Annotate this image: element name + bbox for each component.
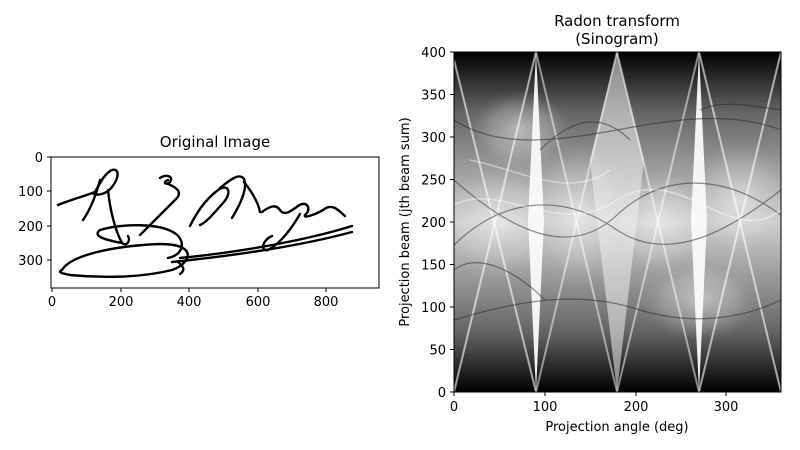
- right-x-tick-label: 0: [450, 400, 458, 415]
- right-y-tick-label: 150: [421, 259, 446, 274]
- right-x-tick-label: 200: [624, 400, 649, 415]
- right-title-line1: Radon transform: [554, 12, 680, 30]
- left-y-tick-label: 100: [18, 185, 43, 200]
- left-title: Original Image: [160, 133, 270, 151]
- right-y-tick-label: 50: [429, 344, 446, 359]
- left-y-tick-label: 300: [18, 254, 43, 269]
- right-y-tick-label: 250: [421, 174, 446, 189]
- right-x-ticks: [453, 392, 727, 396]
- left-x-tick-label: 200: [109, 295, 134, 310]
- signature-image: [56, 168, 354, 279]
- right-y-ticks: [450, 51, 454, 393]
- right-y-tick-label: 350: [421, 89, 446, 104]
- original-image-panel: Original Image: [18, 133, 380, 310]
- right-y-axis-label: Projection beam (jth beam sum): [398, 117, 413, 326]
- left-y-tick-label: 0: [35, 151, 43, 166]
- right-y-tick-label: 200: [421, 216, 446, 231]
- sinogram-heatmap: [454, 52, 781, 392]
- right-x-axis-label: Projection angle (deg): [545, 420, 688, 435]
- right-y-tick-label: 300: [421, 131, 446, 146]
- right-y-tick-label: 100: [421, 301, 446, 316]
- right-x-tick-label: 100: [533, 400, 558, 415]
- left-x-tick-label: 0: [48, 295, 56, 310]
- left-y-tick-label: 200: [18, 220, 43, 235]
- right-x-tick-label: 300: [714, 400, 739, 415]
- sinogram-panel: Radon transform (Sinogram): [398, 12, 782, 435]
- right-y-tick-label: 0: [438, 386, 446, 401]
- left-x-tick-label: 400: [177, 295, 202, 310]
- left-axes-frame: [50, 156, 380, 289]
- left-x-tick-label: 600: [246, 295, 271, 310]
- right-title-line2: (Sinogram): [575, 30, 659, 48]
- right-y-tick-label: 400: [421, 46, 446, 61]
- left-x-ticks: [51, 288, 327, 292]
- left-y-ticks: [47, 156, 51, 261]
- left-x-tick-label: 800: [314, 295, 339, 310]
